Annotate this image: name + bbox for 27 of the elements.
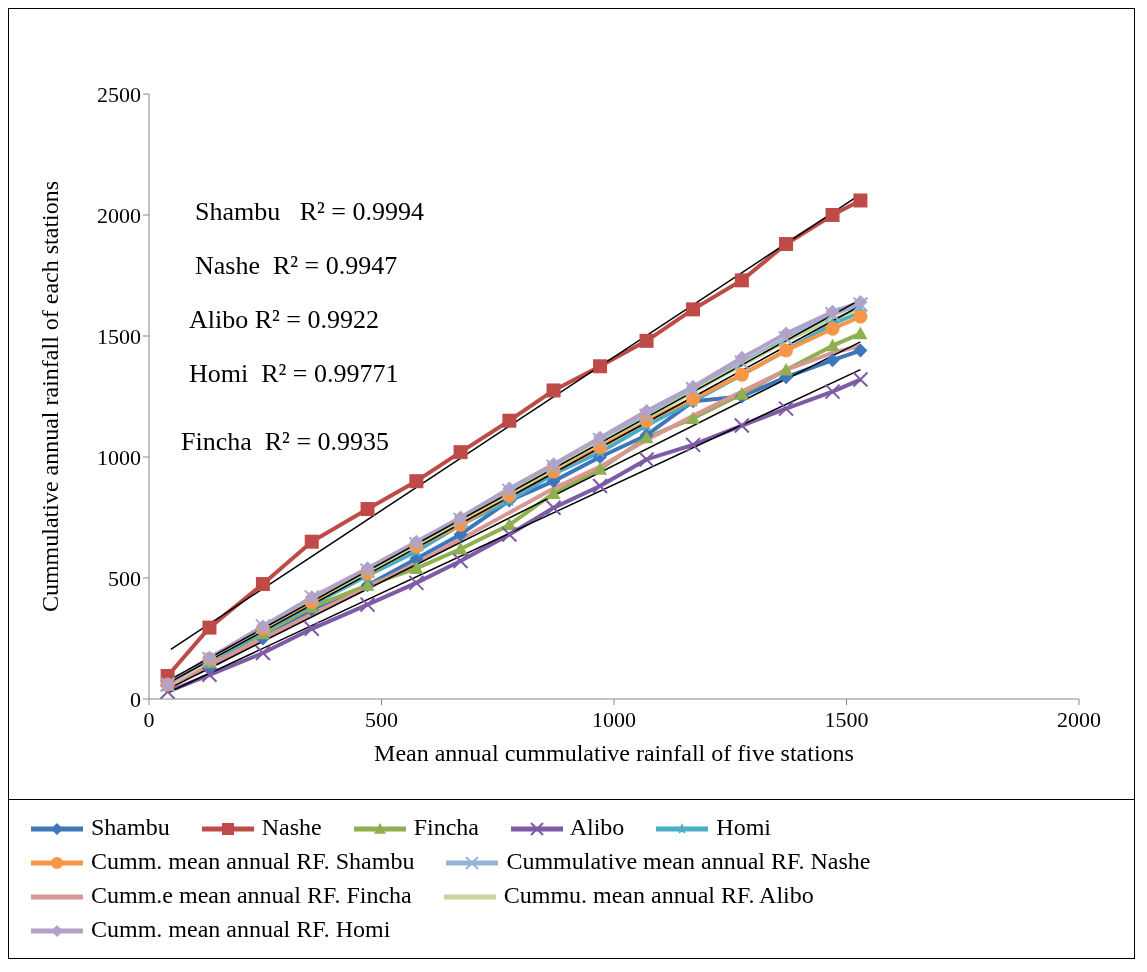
legend-label: Cumm.e mean annual RF. Fincha	[90, 881, 412, 910]
x-tick-label: 2000	[1057, 706, 1101, 732]
annotation: Fincha R² = 0.9935	[181, 427, 390, 457]
legend-label: Nashe	[260, 813, 322, 842]
x-tick-label: 1000	[592, 706, 636, 732]
y-tick-label: 2000	[97, 202, 141, 228]
y-axis-title: Cummulative annual rainfall of each stations	[36, 180, 63, 613]
y-tick-label: 1500	[97, 323, 141, 349]
y-tick-label: 0	[130, 686, 141, 712]
legend-label: Cumm. mean annual RF. Shambu	[90, 847, 415, 876]
legend-label: Cummu. mean annual RF. Alibo	[502, 881, 814, 910]
x-tick-label: 500	[365, 706, 398, 732]
x-axis-title: Mean annual cummulative rainfall of five stations	[374, 740, 854, 766]
annotation: Homi R² = 0.99771	[189, 359, 399, 389]
legend-label: Cummulative mean annual RF. Nashe	[505, 847, 871, 876]
legend-label: Cumm. mean annual RF. Homi	[90, 915, 391, 944]
legend-label: Fincha	[412, 813, 479, 842]
legend-label: Alibo	[568, 813, 625, 842]
legend-label: Homi	[715, 813, 772, 842]
annotation: Alibo R² = 0.9922	[189, 305, 380, 335]
y-tick-label: 500	[108, 565, 141, 591]
y-tick-label: 1000	[97, 444, 141, 470]
legend-label: Shambu	[90, 813, 170, 842]
x-tick-label: 1500	[824, 706, 869, 732]
annotation: Shambu R² = 0.9994	[195, 197, 425, 227]
y-tick-label: 2500	[97, 81, 141, 107]
annotation: Nashe R² = 0.9947	[195, 251, 398, 281]
